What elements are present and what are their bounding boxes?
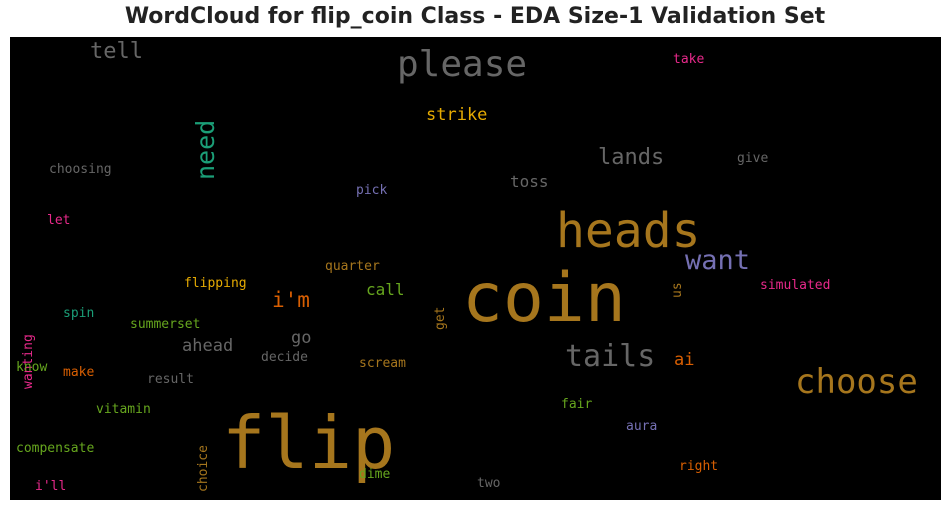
word-simulated: simulated: [760, 278, 831, 293]
word-lands: lands: [598, 145, 665, 170]
word-call: call: [366, 280, 405, 299]
word-dime: dime: [359, 467, 391, 482]
word-result: result: [147, 372, 194, 387]
word-give: give: [737, 151, 769, 166]
word-tails: tails: [565, 339, 656, 374]
word-compensate: compensate: [16, 441, 95, 456]
word-two: two: [477, 476, 501, 491]
word-know: know: [16, 360, 48, 375]
word-im: i'm: [272, 288, 310, 312]
word-need: need: [191, 119, 220, 180]
word-heads: heads: [556, 203, 701, 259]
word-flipping: flipping: [184, 276, 247, 291]
word-scream: scream: [359, 356, 406, 371]
word-fair: fair: [561, 397, 593, 412]
word-get: get: [433, 306, 448, 331]
word-vitamin: vitamin: [96, 402, 151, 417]
word-strike: strike: [426, 105, 488, 125]
word-summerset: summerset: [130, 317, 201, 332]
word-ai: ai: [674, 350, 695, 370]
word-pick: pick: [356, 183, 388, 198]
word-quarter: quarter: [325, 259, 380, 274]
word-right: right: [679, 459, 719, 474]
word-take: take: [673, 52, 705, 67]
word-tell: tell: [90, 39, 143, 64]
wordcloud-canvas: coin flip heads please choose tails want need la…: [10, 37, 941, 500]
word-spin: spin: [63, 306, 95, 321]
chart-title: WordCloud for flip_coin Class - EDA Size…: [124, 4, 826, 29]
word-choice: choice: [196, 444, 211, 492]
word-please: please: [397, 44, 528, 85]
word-go: go: [291, 328, 312, 348]
word-us: us: [670, 281, 685, 298]
word-ill: i'll: [35, 479, 67, 494]
word-aura: aura: [626, 419, 658, 434]
word-ahead: ahead: [182, 336, 234, 356]
word-coin: coin: [462, 259, 626, 338]
word-let: let: [47, 213, 71, 228]
word-choose: choose: [795, 362, 918, 402]
word-flip: flip: [222, 401, 396, 485]
word-decide: decide: [261, 350, 308, 365]
word-toss: toss: [510, 172, 549, 191]
word-make: make: [63, 365, 95, 380]
word-choosing: choosing: [49, 162, 112, 177]
word-want: want: [685, 245, 751, 276]
